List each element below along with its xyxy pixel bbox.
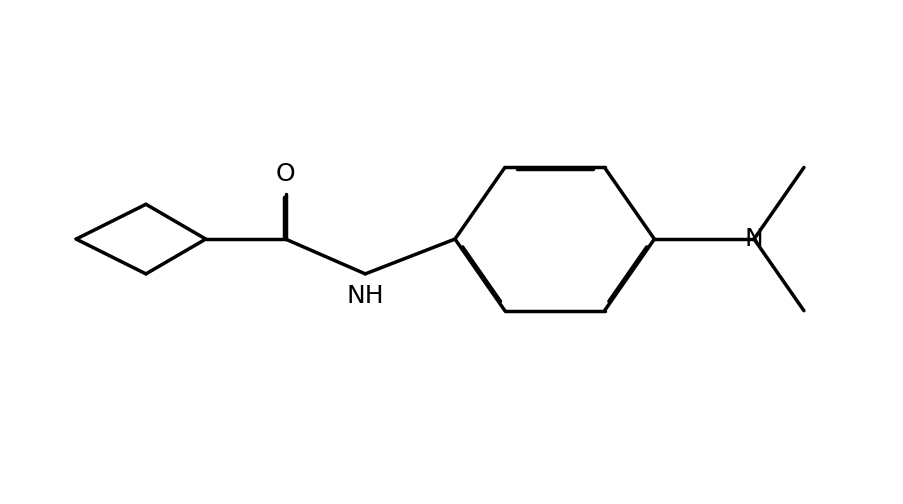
Text: O: O <box>275 162 295 186</box>
Text: NH: NH <box>346 284 384 308</box>
Text: N: N <box>744 227 763 251</box>
